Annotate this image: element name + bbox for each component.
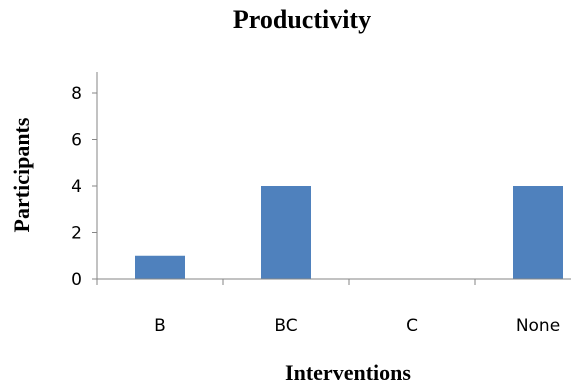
chart-title: Productivity xyxy=(233,5,371,34)
bar-b xyxy=(135,255,185,279)
y-axis-label: Participants xyxy=(9,117,34,232)
x-axis-ticks: B BC C None xyxy=(96,279,560,336)
bar-bc xyxy=(261,186,311,279)
y-tick-label: 4 xyxy=(71,177,82,197)
bars xyxy=(135,186,563,279)
y-tick-label: 2 xyxy=(71,224,82,244)
y-axis-ticks: 0 2 4 6 8 xyxy=(71,84,97,290)
x-tick-label: None xyxy=(516,316,560,336)
y-tick-label: 6 xyxy=(71,131,82,151)
x-axis-label: Interventions xyxy=(285,360,411,385)
x-tick-label: B xyxy=(154,316,166,336)
y-tick-label: 0 xyxy=(71,270,82,290)
y-tick-label: 8 xyxy=(71,84,82,104)
x-tick-label: BC xyxy=(274,316,297,336)
bar-none xyxy=(513,186,563,279)
x-tick-label: C xyxy=(406,316,418,336)
